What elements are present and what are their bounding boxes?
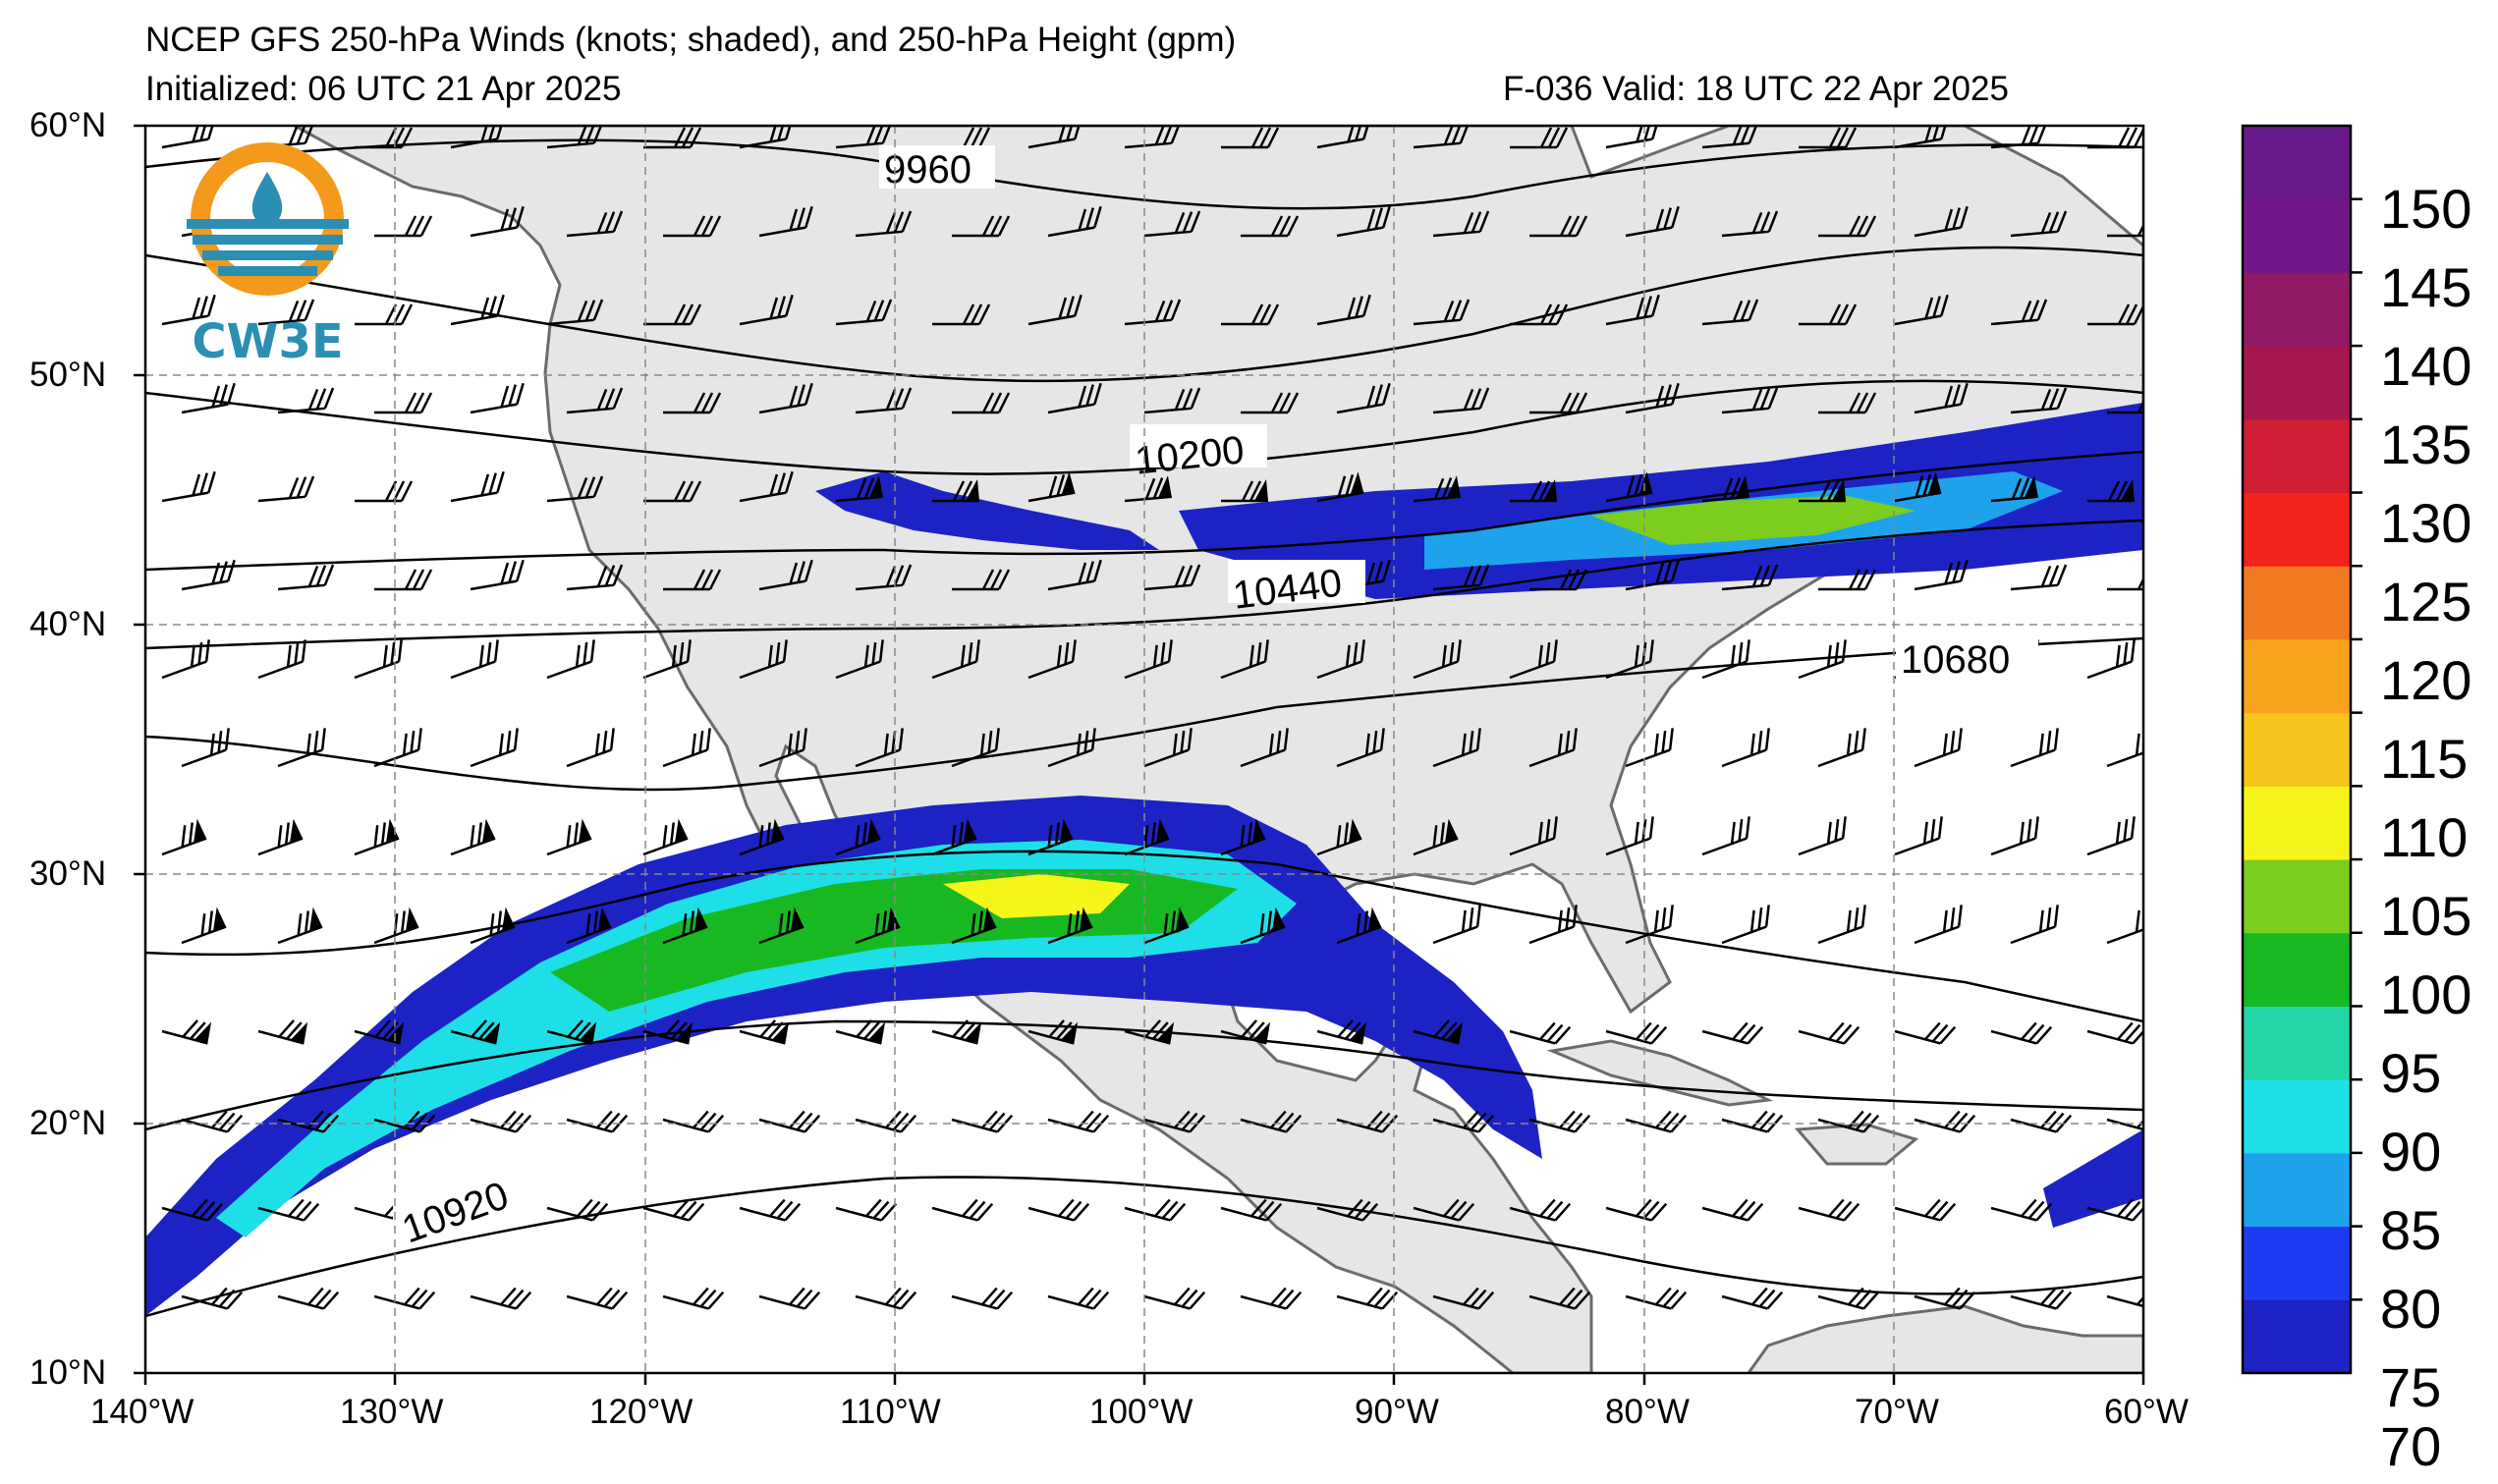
colorbar-segment — [2243, 638, 2351, 714]
north-america-land — [294, 126, 2143, 1373]
colorbar-label: 80 — [2380, 1278, 2442, 1340]
contour-label-9960: 9960 — [884, 148, 971, 192]
logo-emblem — [187, 142, 349, 296]
chart-title: NCEP GFS 250-hPa Winds (knots; shaded), … — [145, 21, 1237, 59]
colorbar-segment — [2243, 1152, 2351, 1228]
jet-band-north — [1179, 403, 2143, 599]
cuba — [1546, 1039, 1774, 1107]
colorbar-frame — [2241, 124, 2353, 1375]
y-tick-label: 40°N — [29, 605, 107, 643]
y-tick-label: 20°N — [29, 1104, 107, 1142]
colorbar-segment — [2243, 418, 2351, 494]
y-tick-label: 60°N — [29, 106, 107, 144]
colorbar-label: 75 — [2380, 1356, 2442, 1418]
x-tick-label: 80°W — [1605, 1393, 1690, 1431]
logo-text: CW3E — [192, 314, 344, 369]
colorbar-label: 125 — [2380, 571, 2472, 632]
colorbar — [2241, 124, 2362, 1375]
colorbar-label: 115 — [2380, 728, 2469, 790]
x-tick-label: 70°W — [1855, 1393, 1939, 1431]
x-tick-label: 130°W — [340, 1393, 444, 1431]
colorbar-segment — [2243, 126, 2351, 200]
colorbar-segment — [2243, 712, 2351, 787]
valid-time: F-036 Valid: 18 UTC 22 Apr 2025 — [1503, 70, 2009, 108]
y-tick-label: 30°N — [29, 854, 107, 893]
jet-band-south-core — [943, 874, 1130, 918]
colorbar-label: 100 — [2380, 963, 2472, 1025]
y-tick-label: 10°N — [29, 1353, 107, 1392]
x-tick-label: 110°W — [840, 1393, 941, 1431]
colorbar-segment — [2243, 346, 2351, 420]
colorbar-label: 105 — [2380, 885, 2472, 947]
colorbar-segment — [2243, 932, 2351, 1007]
colorbar-label: 145 — [2380, 256, 2472, 318]
y-tick-label: 50°N — [29, 356, 107, 394]
colorbar-label: 150 — [2380, 178, 2472, 240]
colorbar-label: 120 — [2380, 649, 2472, 711]
jet-band-north-core — [1591, 496, 1915, 545]
x-tick-label: 100°W — [1089, 1393, 1193, 1431]
colorbar-segment — [2243, 492, 2351, 567]
colorbar-segment — [2243, 786, 2351, 860]
hispaniola — [1794, 1123, 1919, 1166]
colorbar-label: 140 — [2380, 335, 2472, 397]
colorbar-label: 85 — [2380, 1199, 2442, 1261]
x-tick-label: 140°W — [90, 1393, 194, 1431]
contour-label-10680: 10680 — [1901, 638, 2010, 682]
colorbar-label: 130 — [2380, 492, 2472, 554]
jet-band-south-inner — [216, 840, 1297, 1237]
x-tick-label: 90°W — [1355, 1393, 1439, 1431]
south-america-land — [1747, 1304, 2143, 1373]
initialized-time: Initialized: 06 UTC 21 Apr 2025 — [145, 70, 622, 108]
colorbar-segment — [2243, 198, 2351, 273]
colorbar-segment — [2243, 1299, 2351, 1374]
colorbar-label: 70 — [2380, 1415, 2442, 1477]
colorbar-label: 110 — [2380, 806, 2469, 868]
colorbar-label: 90 — [2380, 1121, 2442, 1182]
cw3e-logo: CW3E — [167, 133, 368, 369]
colorbar-segment — [2243, 1006, 2351, 1080]
colorbar-label: 135 — [2380, 413, 2472, 475]
colorbar-segment — [2243, 566, 2351, 640]
gridlines — [145, 126, 2143, 1373]
x-tick-label: 120°W — [589, 1393, 694, 1431]
jet-band-caribbean — [2043, 1129, 2143, 1228]
x-tick-label: 60°W — [2104, 1393, 2189, 1431]
colorbar-segment — [2243, 1079, 2351, 1154]
colorbar-segment — [2243, 1226, 2351, 1300]
colorbar-segment — [2243, 272, 2351, 347]
colorbar-label: 95 — [2380, 1042, 2442, 1104]
jet-band-north-west — [815, 471, 1159, 550]
colorbar-segment — [2243, 859, 2351, 934]
